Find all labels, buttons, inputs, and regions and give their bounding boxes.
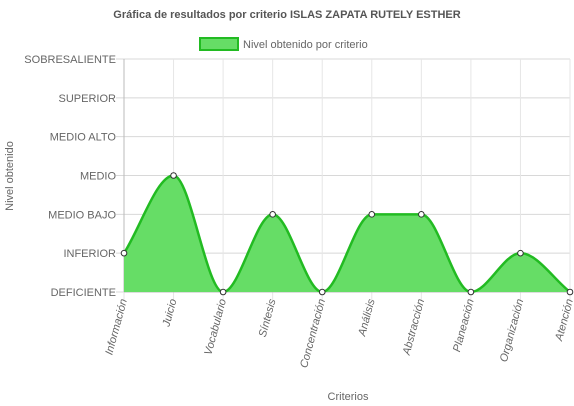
y-axis-ticks: DEFICIENTE INFERIOR MEDIO BAJO MEDIO MEDIO A… [24, 54, 116, 299]
y-tick-label: MEDIO [80, 171, 117, 183]
data-point-9[interactable] [566, 288, 574, 296]
y-tick-label: MEDIO BAJO [48, 209, 116, 221]
data-point-8[interactable] [517, 249, 524, 257]
x-tick-label: Vocabulario [202, 298, 229, 357]
x-tick-label: Juicio [160, 298, 179, 329]
x-tick-label: Síntesis [257, 297, 279, 338]
data-point-2[interactable] [219, 288, 227, 296]
x-tick-label: Información [103, 298, 129, 357]
y-tick-label: SOBRESALIENTE [24, 54, 116, 66]
x-axis-ticks: Información Juicio Vocabulario Síntesis Conc… [103, 297, 574, 369]
data-point-1[interactable] [170, 172, 177, 179]
legend[interactable]: Nivel obtenido por criterio [199, 37, 368, 51]
y-tick-label: SUPERIOR [59, 93, 117, 105]
y-tick-label: MEDIO ALTO [50, 132, 117, 144]
legend-label: Nivel obtenido por criterio [243, 39, 368, 51]
data-point-3[interactable] [269, 211, 276, 218]
data-point-0[interactable] [120, 249, 128, 257]
series-line [122, 174, 571, 294]
x-axis-title: Criterios [328, 391, 369, 403]
x-tick-label: Planeación [451, 298, 477, 354]
data-points [120, 172, 574, 296]
x-tick-label: Organización [498, 298, 526, 364]
x-tick-label: Atención [553, 298, 574, 343]
y-tick-label: DEFICIENTE [51, 287, 116, 299]
x-tick-label: Abstracción [401, 298, 428, 358]
chart-title: Gráfica de resultados por criterio ISLAS… [113, 9, 460, 21]
data-point-6[interactable] [418, 211, 425, 218]
x-tick-label: Análisis [356, 297, 378, 338]
data-point-4[interactable] [318, 288, 326, 296]
data-point-7[interactable] [467, 288, 475, 296]
y-tick-label: INFERIOR [63, 248, 116, 260]
series-area [124, 175, 570, 292]
x-tick-label: Concentración [298, 298, 328, 370]
legend-swatch [199, 37, 239, 51]
data-point-5[interactable] [368, 211, 376, 218]
y-axis-title: Nivel obtenido [4, 141, 16, 211]
plot-area [122, 174, 571, 294]
